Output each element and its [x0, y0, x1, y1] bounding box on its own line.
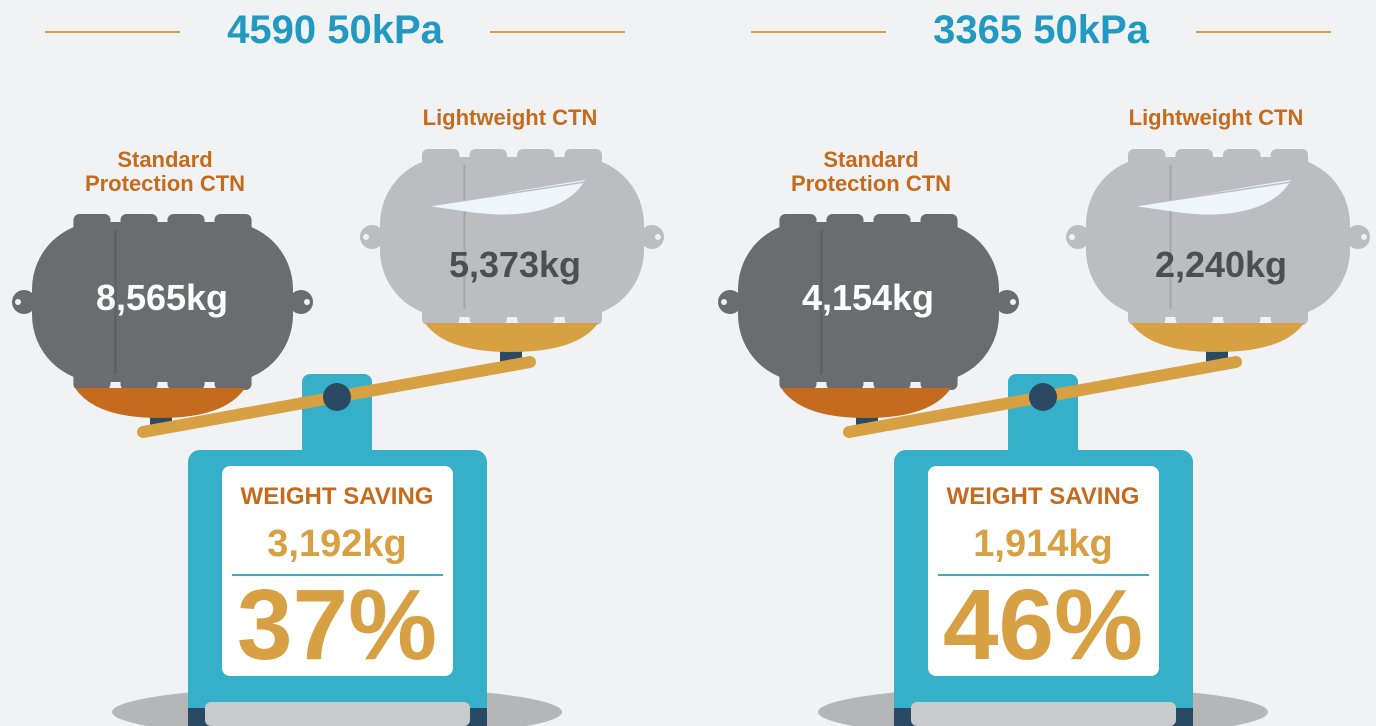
tank-bolt [721, 299, 727, 305]
light-weight: 2,240kg [1155, 245, 1287, 285]
light-label: Lightweight CTN [423, 106, 598, 130]
base-plate [205, 702, 470, 726]
standard-weight: 8,565kg [96, 278, 228, 318]
saving-label: WEIGHT SAVING [241, 484, 434, 510]
saving-weight: 3,192kg [267, 524, 406, 566]
page: (() => { const data = JSON.parse(documen… [0, 0, 1376, 726]
panel-title: 3365 50kPa [933, 8, 1149, 52]
pan [1131, 323, 1304, 352]
tank-bolt [363, 234, 369, 240]
standard-weight: 4,154kg [802, 278, 934, 318]
tank-bolt [655, 234, 661, 240]
tank-bolt [15, 299, 21, 305]
pan [425, 323, 598, 352]
light-label: Lightweight CTN [1129, 106, 1304, 130]
light-weight: 5,373kg [449, 245, 581, 285]
tank-bolt [304, 299, 310, 305]
tank-bolt [1361, 234, 1367, 240]
base-plate [911, 702, 1176, 726]
pivot [1029, 383, 1057, 411]
standard-label: Standard Protection CTN [771, 148, 971, 196]
saving-label: WEIGHT SAVING [947, 484, 1140, 510]
panel-title: 4590 50kPa [227, 8, 443, 52]
pivot [323, 383, 351, 411]
saving-percent: 46% [943, 570, 1143, 680]
saving-percent: 37% [237, 570, 437, 680]
standard-label: Standard Protection CTN [65, 148, 265, 196]
tank-bolt [1069, 234, 1075, 240]
saving-weight: 1,914kg [973, 524, 1112, 566]
tank-body [380, 157, 644, 317]
light-tank [1066, 149, 1370, 325]
light-tank [360, 149, 664, 325]
tank-bolt [1010, 299, 1016, 305]
tank-body [1086, 157, 1350, 317]
